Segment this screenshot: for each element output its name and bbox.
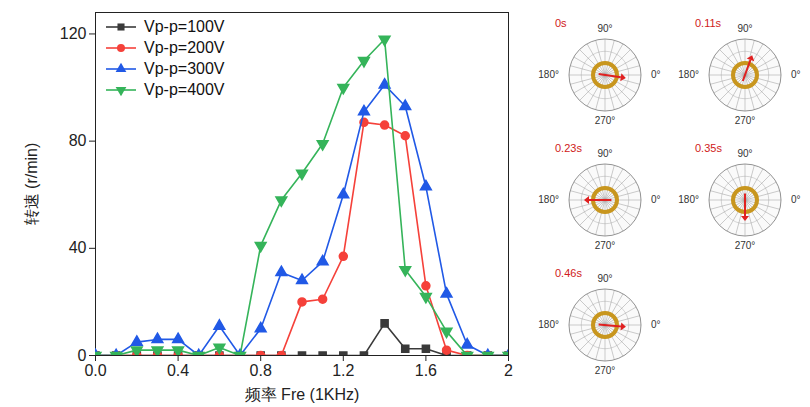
svg-text:180°: 180°: [538, 319, 559, 330]
svg-text:270°: 270°: [735, 115, 756, 126]
svg-text:频率 Fre (1KHz): 频率 Fre (1KHz): [245, 386, 360, 403]
html-text:Vp-p=200V: Vp-p=200V: [144, 38, 225, 56]
svg-text:0.0: 0.0: [84, 362, 106, 379]
svg-text:0: 0: [77, 346, 87, 364]
svg-text:0.11s: 0.11s: [695, 17, 722, 29]
svg-text:120: 120: [60, 25, 87, 42]
svg-text:40: 40: [69, 239, 87, 256]
svg-text:0.23s: 0.23s: [555, 142, 582, 154]
svg-text:90°: 90°: [597, 148, 612, 159]
svg-text:0.35s: 0.35s: [695, 142, 722, 154]
svg-text:90°: 90°: [597, 23, 612, 34]
html-text:Vp-p=100V: Vp-p=100V: [144, 17, 225, 35]
svg-text:0°: 0°: [651, 319, 661, 330]
svg-text:90°: 90°: [737, 148, 752, 159]
svg-text:90°: 90°: [737, 23, 752, 34]
svg-text:90°: 90°: [597, 273, 612, 284]
svg-text:0.4: 0.4: [167, 362, 189, 379]
svg-text:80: 80: [69, 132, 87, 149]
svg-text:270°: 270°: [735, 240, 756, 251]
svg-text:1.6: 1.6: [415, 362, 437, 379]
svg-text:转速 (r/min): 转速 (r/min): [23, 143, 40, 226]
svg-text:0°: 0°: [791, 69, 801, 80]
svg-text:270°: 270°: [595, 115, 616, 126]
svg-text:0.46s: 0.46s: [555, 267, 582, 279]
svg-text:0.8: 0.8: [250, 362, 272, 379]
svg-text:0s: 0s: [555, 17, 567, 29]
svg-text:180°: 180°: [678, 69, 699, 80]
html-text:Vp-p=400V: Vp-p=400V: [144, 80, 225, 98]
svg-text:270°: 270°: [595, 240, 616, 251]
svg-text:0°: 0°: [651, 69, 661, 80]
svg-text:180°: 180°: [538, 194, 559, 205]
svg-text:0°: 0°: [791, 194, 801, 205]
html-text:Vp-p=300V: Vp-p=300V: [144, 59, 225, 77]
svg-text:270°: 270°: [595, 365, 616, 376]
svg-text:0°: 0°: [651, 194, 661, 205]
svg-text:180°: 180°: [538, 69, 559, 80]
svg-text:180°: 180°: [678, 194, 699, 205]
svg-text:1.2: 1.2: [332, 362, 354, 379]
svg-text:2: 2: [504, 362, 513, 379]
